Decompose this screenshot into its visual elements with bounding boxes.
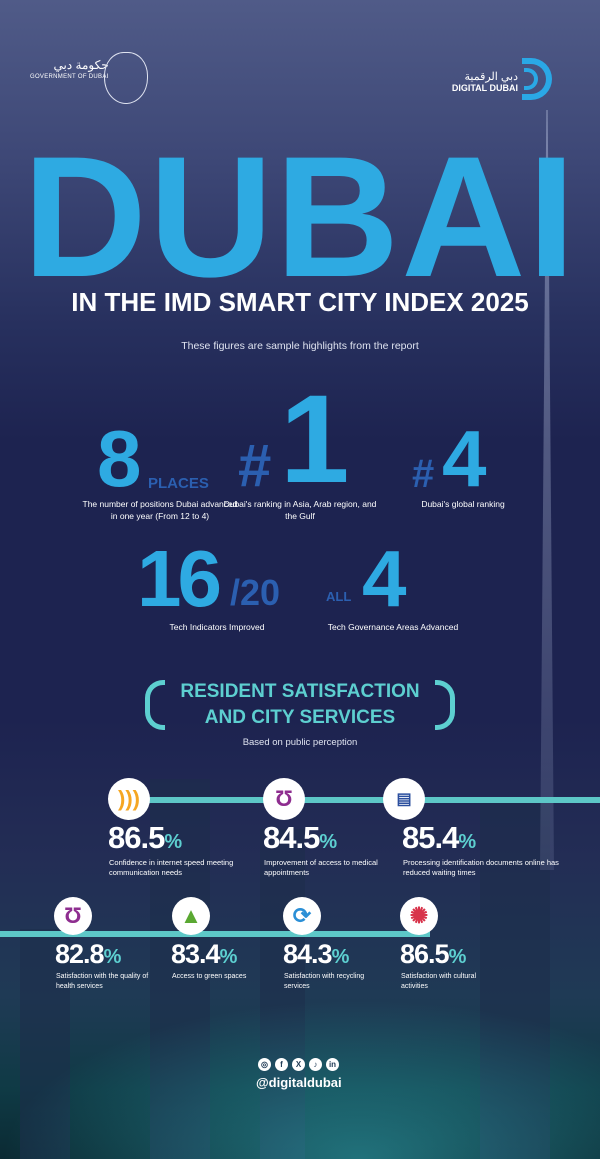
stat-indicators-value: 16 (137, 534, 222, 623)
main-title: DUBAI (22, 121, 578, 313)
stat-places-value: 8 (97, 414, 142, 503)
stat-indicators-suffix: /20 (230, 572, 281, 613)
metric-desc: Satisfaction with cultural activities (401, 973, 477, 990)
stethoscope-icon: Ʊ (54, 897, 92, 935)
section-heading-line2: AND CITY SERVICES (204, 707, 396, 728)
gov-english: GOVERNMENT OF DUBAI (30, 74, 109, 80)
metric-value: 84.3% (283, 939, 349, 969)
facebook-icon[interactable]: f (275, 1058, 288, 1071)
stat-places-caption: The number of positions Dubai advanced i… (82, 499, 238, 521)
linkedin-icon[interactable]: in (326, 1058, 339, 1071)
metric-value: 85.4% (402, 820, 476, 855)
digital-dubai-logo: دبي الرقمية DIGITAL DUBAI (448, 70, 518, 93)
id-card-icon: ▤ (383, 778, 425, 820)
timeline-row2 (0, 931, 430, 937)
wifi-icon: ))) (108, 778, 150, 820)
social-handle[interactable]: @digitaldubai (256, 1075, 342, 1090)
section-heading-line1: RESIDENT SATISFACTION (180, 681, 420, 702)
digital-dubai-d-icon (522, 58, 552, 100)
metric-value: 84.5% (263, 820, 337, 855)
metric-desc: Processing identification documents onli… (403, 858, 559, 877)
social-icons: ◎ f X ♪ in (258, 1058, 339, 1071)
dd-arabic: دبي الرقمية (464, 71, 519, 83)
recycle-icon: ⟳ (283, 897, 321, 935)
city-glow (0, 999, 600, 1159)
metric-desc: Improvement of access to medical appoint… (264, 858, 378, 877)
government-of-dubai-logo: حكومة دبي GOVERNMENT OF DUBAI (30, 58, 109, 80)
bracket-right (435, 680, 455, 730)
digital-dubai-d-inner (524, 68, 538, 90)
tiktok-icon[interactable]: ♪ (309, 1058, 322, 1071)
metric-value: 86.5% (108, 820, 182, 855)
note: These figures are sample highlights from… (181, 340, 419, 352)
building (480, 799, 550, 1159)
x-icon[interactable]: X (292, 1058, 305, 1071)
metric-value: 83.4% (171, 939, 237, 969)
metric-value: 86.5% (400, 939, 466, 969)
stat-places-suffix: PLACES (148, 475, 209, 492)
metric-desc: Confidence in internet speed meeting com… (109, 858, 234, 877)
dubai-seal-icon (104, 52, 148, 104)
metric-desc: Satisfaction with recycling services (284, 973, 365, 990)
instagram-icon[interactable]: ◎ (258, 1058, 271, 1071)
stat-region-value: 1 (280, 370, 350, 509)
gov-arabic: حكومة دبي (53, 58, 109, 72)
stat-region-prefix: # (238, 432, 272, 499)
metric-desc: Access to green spaces (172, 973, 247, 980)
section-subheading: Based on public perception (242, 737, 358, 748)
stat-indicators-caption: Tech Indicators Improved (169, 622, 265, 632)
timeline-row1 (130, 797, 600, 803)
stat-governance-prefix: ALL (326, 589, 352, 604)
subtitle: IN THE IMD SMART CITY INDEX 2025 (71, 287, 529, 317)
building (150, 779, 210, 1159)
stat-global-prefix: # (412, 452, 435, 496)
tree-icon: ▲ (172, 897, 210, 935)
metric-desc: Satisfaction with the quality of health … (56, 973, 149, 990)
stat-governance-caption: Tech Governance Areas Advanced (327, 622, 459, 632)
stat-global-value: 4 (442, 414, 487, 503)
bracket-left (145, 680, 165, 730)
stat-region-caption: Dubai's ranking in Asia, Arab region, an… (223, 499, 377, 521)
building (20, 929, 70, 1159)
stat-global-caption: Dubai's global ranking (421, 499, 505, 509)
stat-governance-value: 4 (362, 534, 407, 623)
metric-value: 82.8% (55, 939, 121, 969)
building (260, 829, 305, 1159)
fireworks-icon: ✺ (400, 897, 438, 935)
stethoscope-icon: Ʊ (263, 778, 305, 820)
dd-english: DIGITAL DUBAI (451, 83, 518, 93)
